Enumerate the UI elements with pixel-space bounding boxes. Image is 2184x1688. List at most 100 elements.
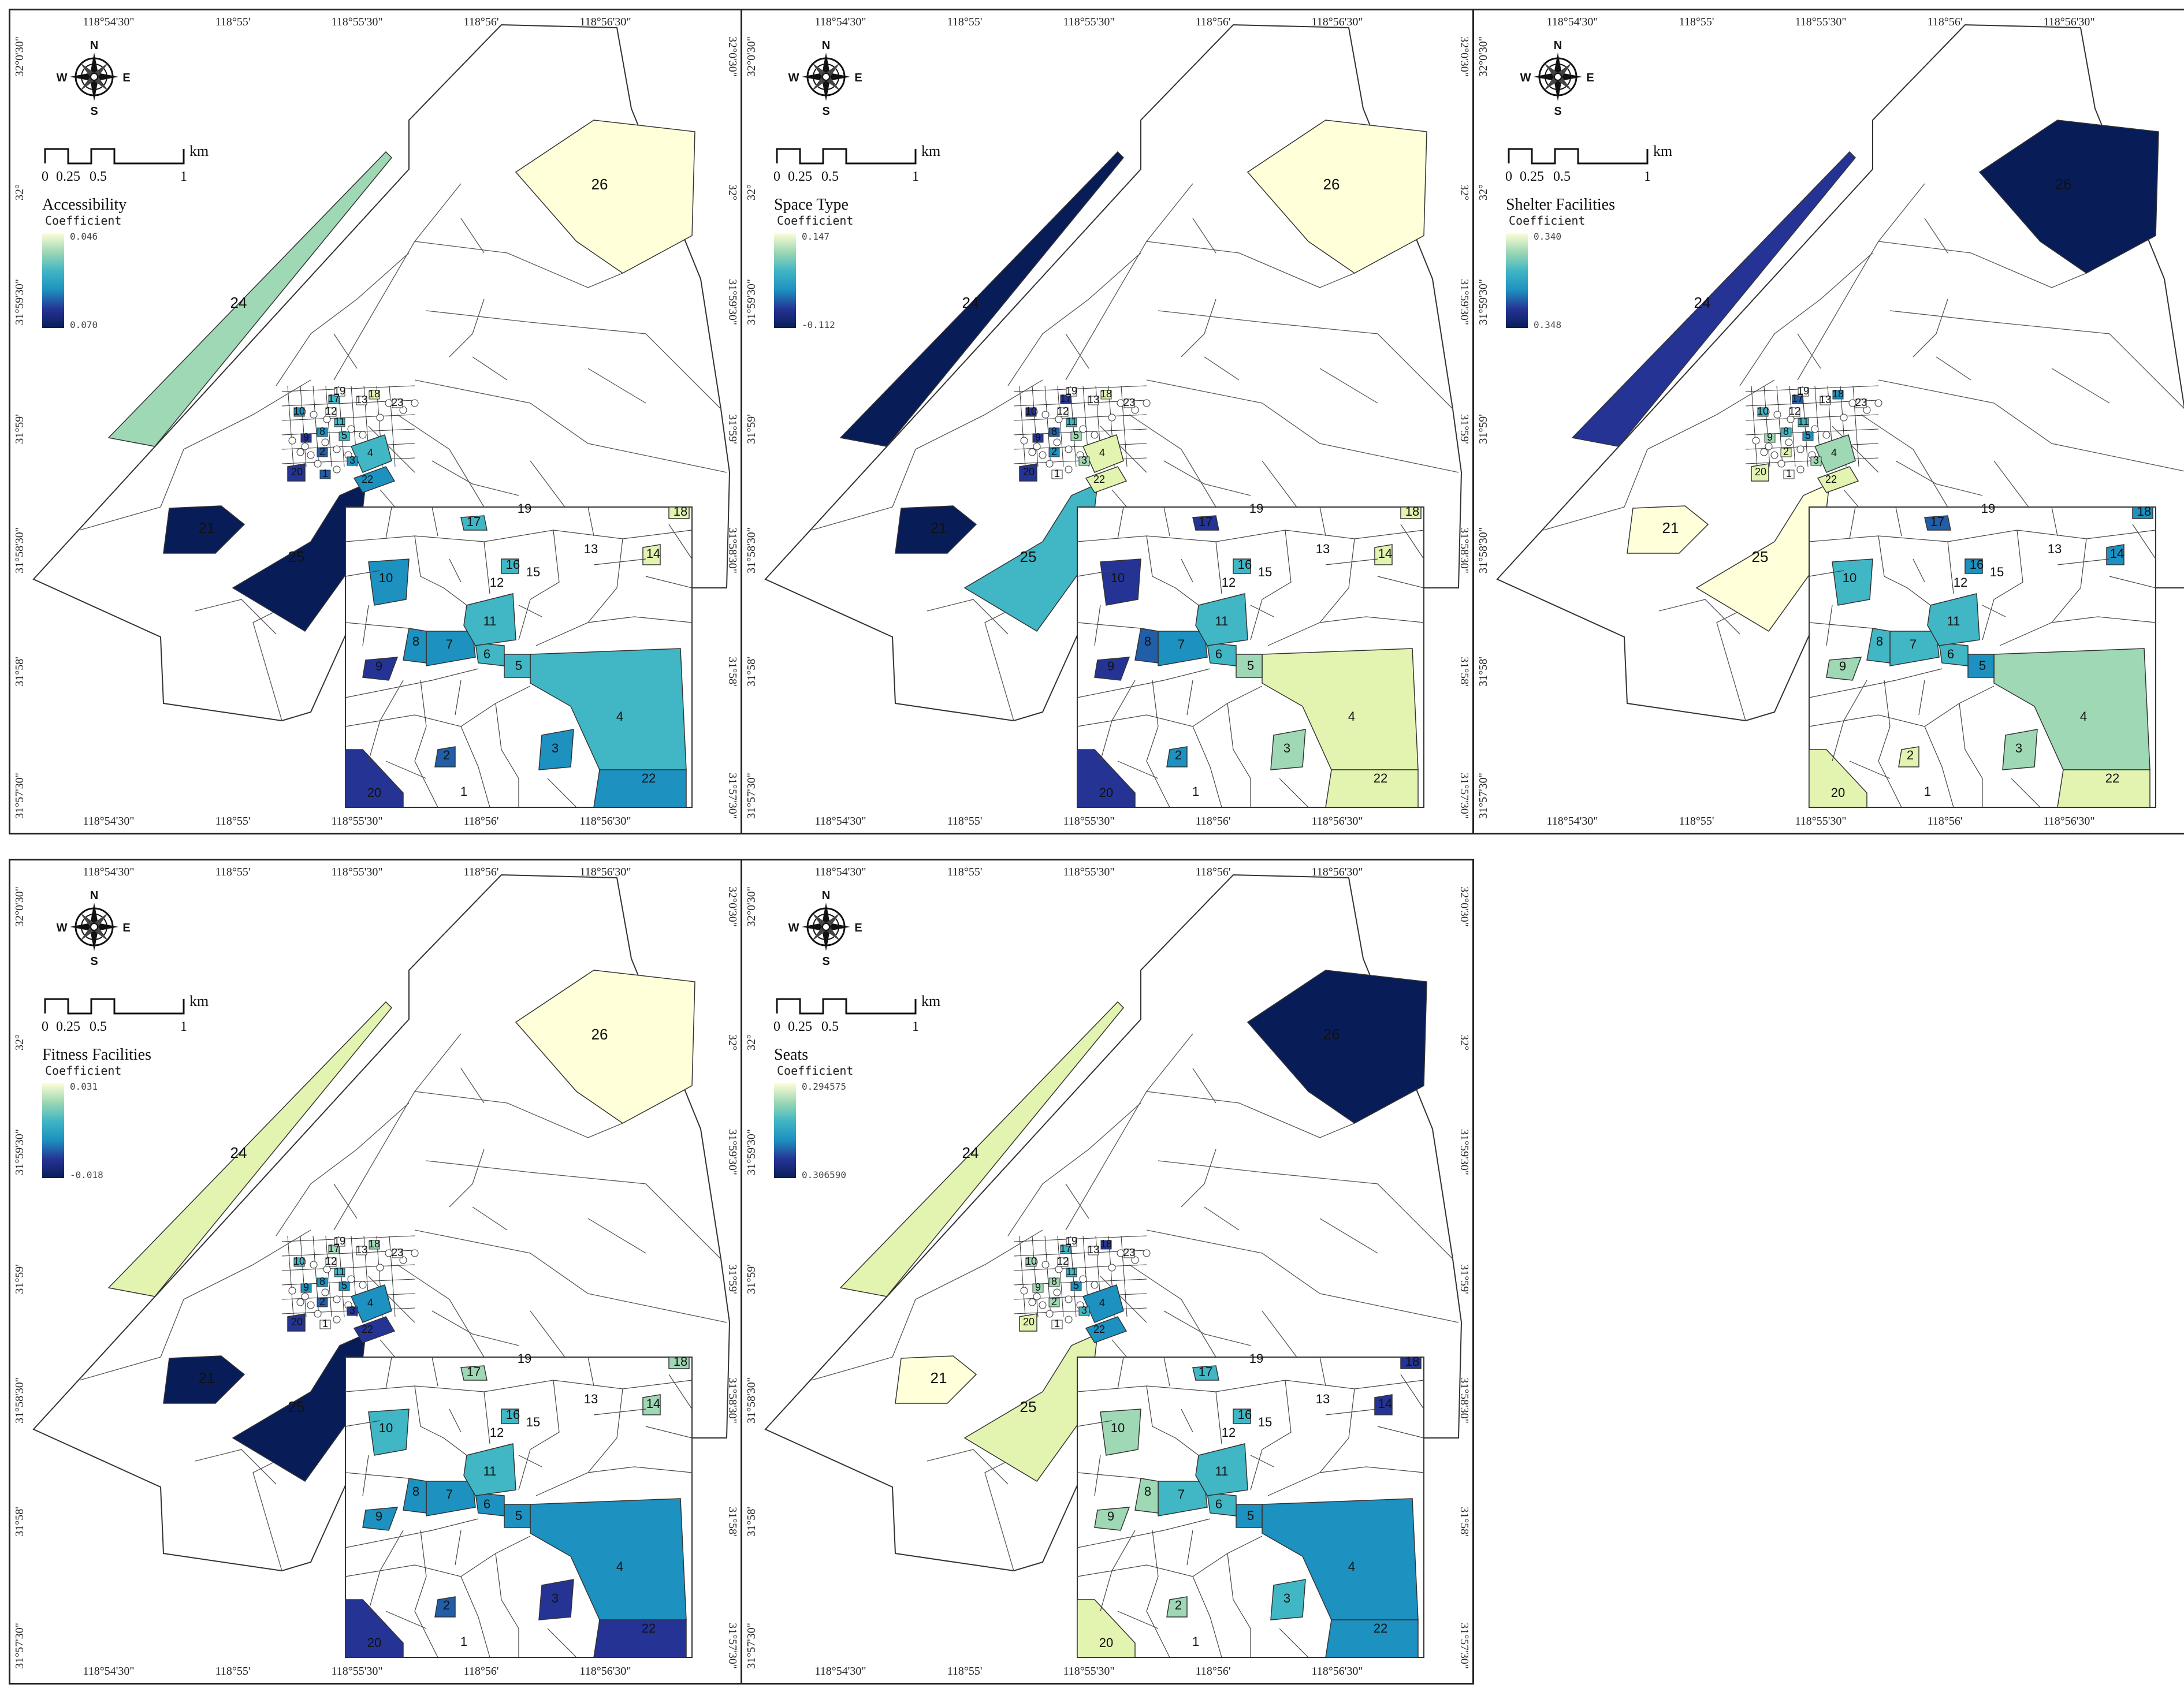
inset-region-16 [501,1408,519,1424]
road-line [2051,368,2110,404]
road-line [1163,1310,1251,1346]
inset-label-8: 8 [1876,634,1883,649]
longitude-label-bottom: 118°55'30" [1063,1665,1114,1678]
region-label-1: 1 [1054,1318,1060,1329]
region-label-24: 24 [230,1144,247,1161]
legend-subtitle: Coefficient [45,214,121,228]
inset-road-line [1959,703,1983,807]
region-label-3: 3 [349,454,355,466]
region-8 [1048,1277,1060,1287]
inset-label-1: 1 [460,784,467,799]
inset-road-line [345,1420,381,1427]
inset-road-line [1250,1380,1292,1490]
region-label-12: 12 [325,1255,337,1267]
inset-label-9: 9 [375,1509,382,1523]
inset-region-22 [1325,769,1419,808]
latitude-label-left: 31°58'30" [13,527,26,573]
road-line [1878,241,2087,288]
latitude-label-right: 31°59'30" [1458,279,1471,325]
scale-tick-label: 0 [42,169,49,184]
core-line [300,1235,307,1317]
longitude-label-bottom: 118°56'30" [1311,815,1363,828]
region-10 [1025,407,1037,417]
inset-label-5: 5 [515,1508,522,1523]
inset-region-2 [434,1596,456,1618]
inset-road-line [1117,506,1124,539]
road-line [1913,299,1948,357]
region-20 [287,1313,306,1332]
region-10 [293,1257,305,1267]
core-line [1057,1235,1064,1317]
region-label-4: 4 [1099,1297,1105,1309]
region-label-1: 1 [322,468,328,479]
road-line [1146,1229,1459,1323]
inset-label-16: 16 [1970,557,1984,572]
inset-road-line [1947,541,1954,594]
region-19 [334,1237,345,1247]
inset-label-13: 13 [1316,542,1330,556]
region-17 [1792,394,1803,404]
region-12 [325,407,337,417]
core-parcel [1770,451,1779,459]
region-19 [1066,1237,1077,1247]
map-panel-shelter-facilities: 1 2 3 4 5 8 9 10 11 12 13 17 18 19 20 21 22 23 24 25 26 1 2 3 4 5… [1472,9,2184,834]
latitude-label-left: 32°0'30" [13,36,26,77]
inset-road-line [455,1530,462,1566]
inset-label-8: 8 [1144,634,1151,649]
region-17 [328,1244,340,1254]
latitude-label-right: 31°57'30" [1458,1623,1471,1669]
road-line [1146,379,1459,473]
core-line [1121,1235,1128,1317]
inset-road-line [1186,680,1193,716]
region-label-4: 4 [367,447,373,459]
region-23 [1123,1249,1135,1258]
inset-region-8 [1134,628,1159,664]
latitude-label-left: 31°58'30" [1477,527,1490,573]
inset-region-18 [668,506,690,519]
compass-e: E [122,72,130,84]
region-26 [1247,120,1427,274]
scale-tick-label: 0.25 [56,169,80,184]
region-label-10: 10 [1025,405,1037,417]
inset-road-line [362,1455,369,1496]
inset-label-2: 2 [443,1598,450,1612]
legend-color-ramp [1506,233,1528,328]
inset-road-line [2011,778,2041,808]
region-label-17: 17 [328,1243,340,1254]
compass-rose-icon: N S E W [788,39,862,118]
inset-label-6: 6 [483,1497,490,1511]
road-line [472,1206,508,1231]
region-22 [1085,1316,1128,1343]
longitude-label-top: 118°56'30" [1311,16,1363,28]
latitude-label-right: 31°58' [726,1507,739,1537]
legend-title: Fitness Facilities [42,1046,151,1064]
inset-road-line [1077,1472,1141,1479]
region-2 [1048,1298,1060,1307]
core-line [281,414,415,421]
latitude-label-left: 31°58' [745,1507,758,1537]
region-3 [1078,1306,1090,1316]
latitude-label-left: 32° [13,184,26,200]
latitude-label-left: 31°58'30" [13,1377,26,1424]
region-label-22: 22 [1825,474,1837,485]
region-5 [1070,1281,1082,1291]
longitude-label-top: 118°56' [1196,866,1231,878]
inset-road-line [345,570,381,577]
inset-label-17: 17 [1199,1365,1212,1379]
inset-road-line [1377,1426,1424,1439]
inset-road-line [1077,622,1141,629]
core-parcel [1039,451,1047,459]
inset-road-line [1100,680,1136,762]
inset-road-line [547,1628,577,1658]
inset-label-9: 9 [375,659,382,673]
road-line [587,368,646,404]
region-label-2: 2 [319,446,325,457]
scale-tick-label: 0.5 [821,169,839,184]
inset-road-line [1077,1420,1113,1427]
inset-label-11: 11 [483,1464,497,1478]
latitude-label-right: 31°58'30" [1458,527,1471,573]
scale-tick-label: 0 [1505,169,1512,184]
